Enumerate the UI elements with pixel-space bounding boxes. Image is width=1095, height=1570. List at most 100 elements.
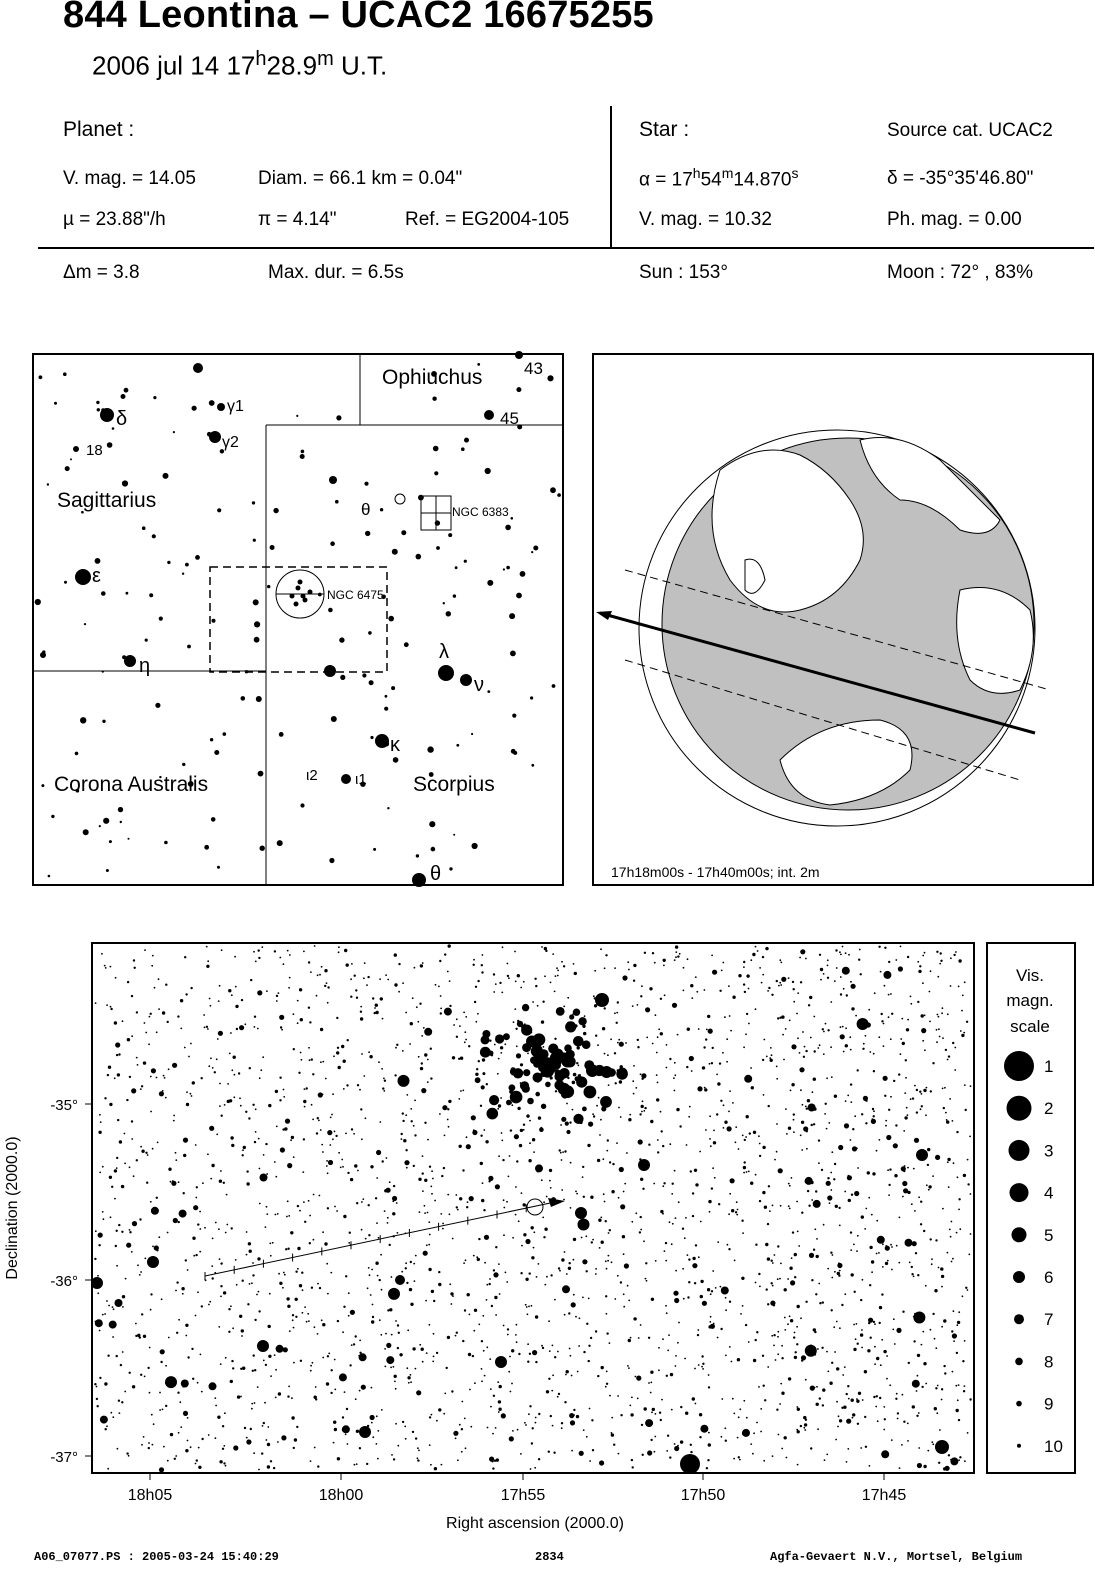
finder-star (208, 400, 215, 406)
chart-star (112, 1416, 115, 1419)
chart-star (318, 1119, 320, 1122)
chart-star (123, 1132, 126, 1135)
chart-star (286, 1297, 290, 1301)
chart-star (855, 1323, 858, 1325)
chart-star (898, 1216, 901, 1219)
chart-star (209, 1125, 215, 1131)
chart-star (302, 1171, 305, 1173)
chart-star (873, 1110, 875, 1113)
chart-star (409, 1022, 413, 1026)
chart-star (433, 1299, 436, 1303)
chart-star (465, 1136, 468, 1139)
chart-star (554, 1037, 557, 1041)
chart-star (907, 1190, 911, 1195)
chart-star (887, 993, 890, 996)
chart-star (233, 1096, 236, 1099)
cluster-star (519, 1063, 524, 1067)
chart-star (864, 1228, 867, 1230)
chart-star (815, 1190, 818, 1193)
chart-star (939, 962, 942, 965)
finder-star (257, 770, 264, 777)
finder-star (515, 351, 523, 359)
y-tick-label: -37° (50, 1449, 78, 1466)
chart-star (257, 990, 263, 996)
finder-star (368, 631, 372, 635)
cluster-star (566, 1129, 571, 1135)
chart-star (937, 1266, 940, 1269)
chart-star (517, 1220, 520, 1223)
chart-star (600, 948, 602, 951)
cluster-star (486, 1107, 499, 1120)
chart-star (262, 1359, 265, 1362)
chart-star (589, 1460, 591, 1462)
chart-star (106, 1425, 108, 1428)
chart-star (777, 1168, 783, 1174)
chart-star (906, 955, 910, 959)
chart-star (252, 1274, 255, 1277)
chart-star (451, 1056, 456, 1060)
chart-star (889, 1038, 892, 1041)
chart-star (345, 1275, 348, 1278)
chart-star (700, 1424, 709, 1433)
chart-star (269, 1242, 272, 1245)
chart-star (791, 980, 795, 984)
chart-star (363, 977, 365, 980)
chart-star (707, 1028, 713, 1034)
chart-star (421, 962, 424, 964)
chart-star (830, 1046, 832, 1049)
chart-star (649, 1391, 652, 1394)
chart-star (231, 1069, 234, 1072)
chart-star (380, 1333, 383, 1336)
chart-star (318, 1194, 321, 1197)
chart-star (689, 1170, 692, 1173)
chart-star (473, 1329, 476, 1332)
chart-star (224, 1231, 227, 1234)
chart-star (850, 980, 852, 983)
chart-star (919, 1223, 923, 1226)
chart-star (949, 1098, 951, 1100)
chart-star (662, 1185, 665, 1188)
chart-star (153, 1245, 159, 1251)
chart-star (951, 1330, 954, 1333)
finder-star (510, 748, 516, 754)
cluster-star (545, 1081, 551, 1088)
chart-star (309, 1214, 311, 1217)
chart-star (685, 1217, 687, 1219)
chart-star (378, 1319, 381, 1322)
chart-star (404, 1425, 407, 1428)
chart-star (648, 1143, 651, 1146)
chart-star (256, 1293, 258, 1296)
chart-star (101, 952, 103, 955)
chart-star (694, 1367, 696, 1370)
chart-star (117, 1399, 121, 1402)
chart-star (830, 1309, 833, 1312)
chart-star (863, 1370, 868, 1374)
scale-dot (1017, 1443, 1021, 1448)
chart-star (756, 1421, 758, 1424)
chart-star (287, 1247, 290, 1250)
chart-star (724, 1120, 728, 1124)
chart-star (217, 1415, 221, 1419)
chart-star (849, 1083, 853, 1086)
finder-star (324, 665, 336, 677)
chart-star (493, 1043, 496, 1046)
chart-star (782, 1033, 784, 1036)
chart-star (410, 1381, 412, 1384)
chart-star (681, 1227, 685, 1230)
bright-star (91, 1277, 103, 1289)
finder-star (370, 735, 374, 740)
chart-star (842, 987, 845, 990)
chart-star (261, 946, 264, 948)
chart-star (383, 1090, 386, 1092)
chart-star (961, 1033, 965, 1038)
chart-star (659, 1418, 662, 1422)
chart-star (137, 1333, 141, 1338)
chart-star (364, 1237, 367, 1240)
chart-star (856, 1018, 869, 1030)
chart-star (745, 1115, 749, 1119)
chart-star (536, 1004, 539, 1007)
finder-star (106, 442, 113, 448)
chart-star (732, 1102, 734, 1104)
cluster-star (573, 1036, 584, 1047)
chart-star (593, 1004, 598, 1008)
